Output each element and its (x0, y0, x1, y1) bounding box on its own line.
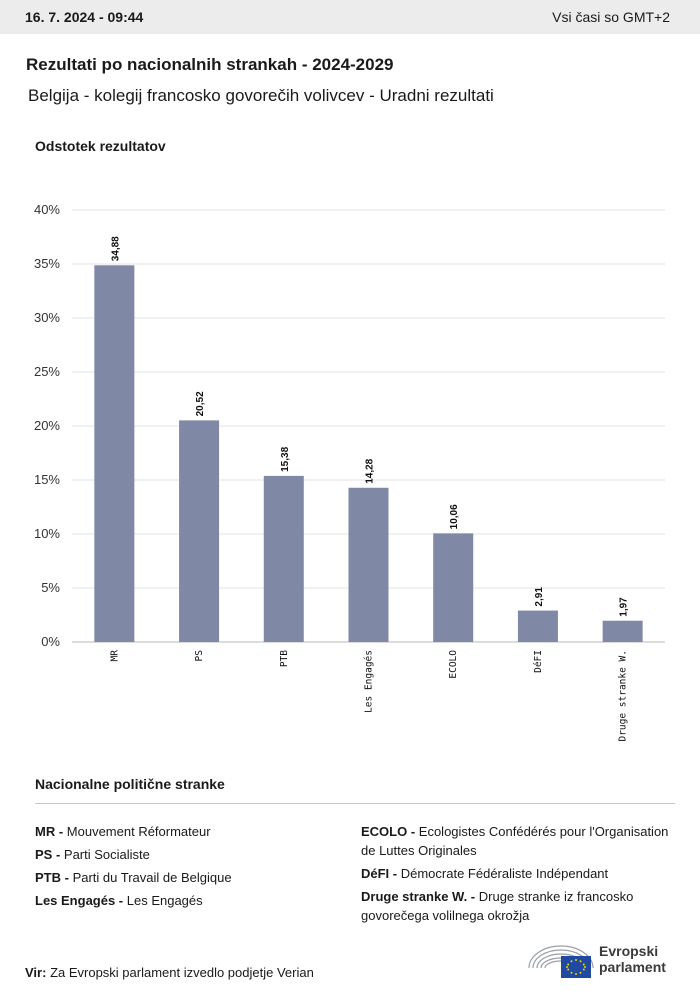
legend-column-right: ECOLO - Ecologistes Confédérés pour l'Or… (361, 820, 671, 929)
legend-name: Mouvement Réformateur (63, 824, 211, 839)
source-text: Za Evropski parlament izvedlo podjetje V… (50, 965, 314, 980)
legend-abbr: DéFI - (361, 866, 398, 881)
chart-title: Rezultati po nacionalnih strankah - 2024… (26, 55, 394, 74)
legend-abbr: Druge stranke W. - (361, 889, 476, 904)
bar-chart: 0% 5% 10% 15% 20% 25% 30% 35% 40% 34,88 MR 20,52 PS 1… (34, 202, 665, 742)
x-tick-label: MR (109, 650, 120, 662)
legend-name: Ecologistes Confédérés pour l'Organisati… (361, 824, 669, 858)
data-label: 1,97 (619, 597, 630, 617)
legend-divider (35, 803, 675, 804)
legend-item: Druge stranke W. - Druge stranke iz fran… (361, 887, 671, 925)
legend-name: Druge stranke iz francosko govorečega vo… (361, 889, 634, 923)
legend-name: Parti du Travail de Belgique (68, 870, 232, 885)
data-label: 15,38 (280, 446, 291, 471)
legend-abbr: Les Engagés - (35, 893, 124, 908)
x-tick-label: Druge stranke W. (618, 650, 629, 742)
chart-subtitle: Belgija - kolegij francosko govorečih vo… (28, 86, 494, 105)
y-axis-title: Odstotek rezultatov (35, 138, 166, 154)
y-tick-label: 0% (41, 634, 60, 649)
y-tick-label: 40% (34, 202, 60, 217)
logo-line-2: parlament (599, 959, 666, 975)
bar (433, 533, 474, 642)
hemicycle-flag-icon (528, 945, 594, 978)
legend-item: PS - Parti Socialiste (35, 843, 335, 866)
data-label: 14,28 (365, 458, 376, 483)
bar (602, 620, 643, 642)
x-tick-label: DéFI (533, 650, 544, 673)
legend-name: Démocrate Fédéraliste Indépendant (397, 866, 609, 881)
bar (263, 475, 304, 642)
bar (517, 610, 558, 642)
legend-abbr: MR - (35, 824, 64, 839)
y-tick-label: 35% (34, 256, 60, 271)
y-tick-label: 10% (34, 526, 60, 541)
y-tick-label: 25% (34, 364, 60, 379)
y-tick-label: 15% (34, 472, 60, 487)
legend-abbr: PS - (35, 847, 61, 862)
data-label: 34,88 (110, 236, 121, 261)
legend-title: Nacionalne politične stranke (35, 776, 225, 792)
legend-item: Les Engagés - Les Engagés (35, 889, 335, 912)
legend-item: PTB - Parti du Travail de Belgique (35, 866, 335, 889)
timezone-note: Vsi časi so GMT+2 (552, 9, 670, 25)
y-tick-label: 30% (34, 310, 60, 325)
legend-item: DéFI - Démocrate Fédéraliste Indépendant (361, 864, 671, 883)
logo-wordmark: Evropski parlament (599, 943, 666, 975)
y-tick-label: 20% (34, 418, 60, 433)
legend-name: Les Engagés (123, 893, 203, 908)
y-tick-label: 5% (41, 580, 60, 595)
legend-item: ECOLO - Ecologistes Confédérés pour l'Or… (361, 822, 671, 860)
bar (179, 420, 220, 642)
bar (94, 265, 135, 642)
x-tick-label: Les Engagés (364, 650, 375, 713)
source-note: Vir: Za Evropski parlament izvedlo podje… (25, 965, 314, 980)
european-parliament-logo: Evropski parlament (527, 938, 677, 984)
top-bar: 16. 7. 2024 - 09:44 Vsi časi so GMT+2 (0, 0, 700, 34)
x-tick-label: PS (194, 650, 205, 662)
data-label: 10,06 (449, 504, 460, 529)
legend-name: Parti Socialiste (60, 847, 150, 862)
date-time: 16. 7. 2024 - 09:44 (25, 9, 144, 25)
x-tick-label: ECOLO (448, 650, 459, 679)
data-label: 20,52 (195, 391, 206, 416)
data-label: 2,91 (534, 587, 545, 607)
bar (348, 487, 389, 642)
source-label: Vir: (25, 965, 47, 980)
logo-line-1: Evropski (599, 943, 659, 959)
x-tick-label: PTB (279, 650, 290, 667)
legend-column-left: MR - Mouvement Réformateur PS - Parti Soc… (35, 820, 335, 912)
legend-item: MR - Mouvement Réformateur (35, 820, 335, 843)
legend-abbr: PTB - (35, 870, 69, 885)
legend-abbr: ECOLO - (361, 824, 416, 839)
